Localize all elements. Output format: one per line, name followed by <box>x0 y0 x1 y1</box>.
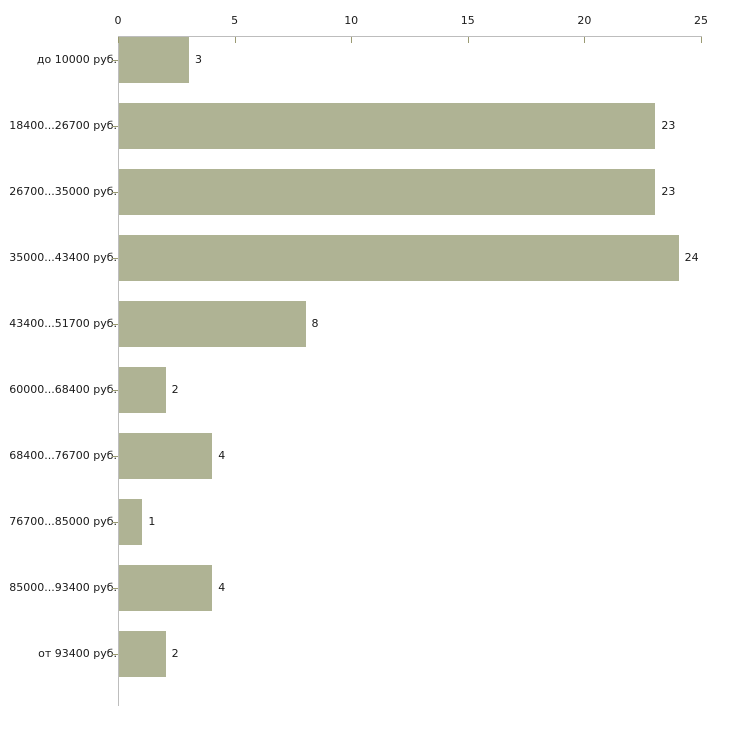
bar[interactable] <box>119 631 166 677</box>
x-axis-line <box>118 36 702 37</box>
x-axis-tick <box>351 37 353 43</box>
bar[interactable] <box>119 367 166 413</box>
bar[interactable] <box>119 565 213 611</box>
category-label: от 93400 руб. <box>38 647 117 660</box>
category-label: до 10000 руб. <box>36 53 117 66</box>
bar[interactable] <box>119 433 213 479</box>
bar-value-label: 3 <box>194 53 202 66</box>
x-axis-tick-label: 25 <box>694 14 708 27</box>
y-axis-tick <box>112 390 118 391</box>
y-axis-tick <box>112 192 118 193</box>
x-axis-tick <box>701 37 702 43</box>
bar-value-label: 8 <box>311 317 319 330</box>
bar-value-label: 4 <box>218 449 226 462</box>
x-axis-tick <box>467 37 469 43</box>
bar-value-label: 23 <box>661 119 676 132</box>
x-axis-tick <box>234 37 236 43</box>
bar-value-label: 1 <box>148 515 156 528</box>
y-axis-tick <box>112 654 118 655</box>
category-label: 76700...85000 руб. <box>9 515 117 528</box>
bar-value-label: 23 <box>661 185 676 198</box>
y-axis-tick <box>112 324 118 325</box>
x-axis-tick <box>118 37 119 43</box>
bar-value-label: 4 <box>218 581 226 594</box>
bar[interactable] <box>119 301 306 347</box>
bar[interactable] <box>119 235 679 281</box>
bar-value-label: 24 <box>684 251 699 264</box>
bar-value-label: 2 <box>171 383 179 396</box>
bar[interactable] <box>119 103 656 149</box>
y-axis-tick <box>112 258 118 259</box>
y-axis-tick <box>112 126 118 127</box>
x-axis-tick-label: 5 <box>231 14 239 27</box>
y-axis-tick <box>112 60 118 61</box>
y-axis-tick <box>112 588 118 589</box>
bar[interactable] <box>119 37 189 83</box>
x-axis-tick-label: 20 <box>577 14 592 27</box>
category-label: 35000...43400 руб. <box>9 251 117 264</box>
bar-value-label: 2 <box>171 647 179 660</box>
y-axis-tick <box>112 456 118 457</box>
category-label: 60000...68400 руб. <box>9 383 117 396</box>
y-axis-tick <box>112 522 118 523</box>
bar[interactable] <box>119 499 143 545</box>
x-axis-tick <box>584 37 586 43</box>
x-axis-tick-label: 0 <box>114 14 122 27</box>
x-axis-tick-label: 15 <box>460 14 475 27</box>
category-label: 68400...76700 руб. <box>9 449 117 462</box>
category-label: 18400...26700 руб. <box>9 119 117 132</box>
category-label: 85000...93400 руб. <box>9 581 117 594</box>
bar[interactable] <box>119 169 656 215</box>
category-label: 26700...35000 руб. <box>9 185 117 198</box>
category-label: 43400...51700 руб. <box>9 317 117 330</box>
y-axis-line <box>118 36 119 706</box>
x-axis-tick-label: 10 <box>344 14 359 27</box>
